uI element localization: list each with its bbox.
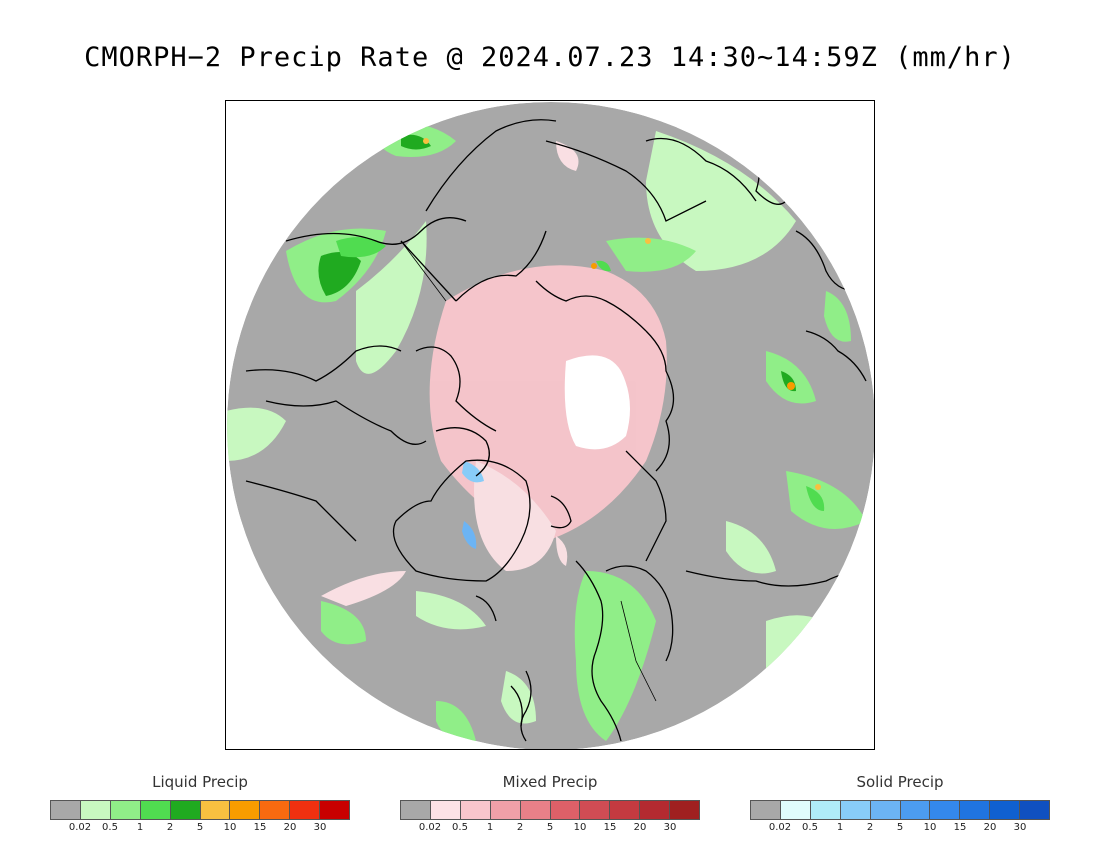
polar-precip-map bbox=[225, 100, 875, 750]
legend-liquid: Liquid Precip 0.02 0.5 1 2 5 10 15 20 30 bbox=[50, 772, 350, 836]
legend-swatch bbox=[170, 801, 201, 819]
legend-swatch bbox=[520, 801, 551, 819]
legend-tick-label: 15 bbox=[253, 822, 267, 833]
mixed-precip-region bbox=[321, 141, 667, 606]
legend-title: Liquid Precip bbox=[152, 773, 248, 791]
legend-title: Solid Precip bbox=[856, 773, 944, 791]
legend-swatches bbox=[750, 800, 1050, 820]
legend-tick-label: 2 bbox=[516, 822, 524, 833]
legend-swatch bbox=[260, 801, 291, 819]
legend-swatch bbox=[751, 801, 781, 819]
legend-tick-label: 5 bbox=[546, 822, 554, 833]
legend-swatch bbox=[200, 801, 231, 819]
legend-swatch bbox=[550, 801, 581, 819]
legend-swatch bbox=[960, 801, 991, 819]
legend-tick-label: 1 bbox=[836, 822, 844, 833]
legend-tick-label: 0.02 bbox=[418, 822, 442, 833]
legend-swatch bbox=[610, 801, 641, 819]
legend-tick-label: 0.5 bbox=[102, 822, 118, 833]
legend-swatch bbox=[840, 801, 871, 819]
liquid-precip-region bbox=[227, 123, 866, 742]
legend-tick-label: 0.5 bbox=[452, 822, 468, 833]
legend-swatch bbox=[401, 801, 431, 819]
legend-swatch bbox=[230, 801, 261, 819]
solid-precip-region bbox=[462, 461, 484, 549]
legend-tick-label: 0.02 bbox=[768, 822, 792, 833]
legend-tick-label: 30 bbox=[313, 822, 327, 833]
legend-swatch bbox=[320, 801, 350, 819]
legend-swatch bbox=[1020, 801, 1050, 819]
legend-tick-label: 15 bbox=[603, 822, 617, 833]
legend-tick-label: 30 bbox=[1013, 822, 1027, 833]
legend-tick-label: 0.5 bbox=[802, 822, 818, 833]
legend-tick-label: 5 bbox=[196, 822, 204, 833]
heavy-precip-cells bbox=[423, 138, 821, 490]
legend-swatch bbox=[870, 801, 901, 819]
legend-ticks: 0.02 0.5 1 2 5 10 15 20 30 bbox=[400, 822, 700, 836]
legend-swatch bbox=[580, 801, 611, 819]
legend-swatches bbox=[50, 800, 350, 820]
legend-swatch bbox=[670, 801, 700, 819]
legend-tick-label: 1 bbox=[136, 822, 144, 833]
legend-swatch bbox=[780, 801, 811, 819]
legend-tick-label: 10 bbox=[223, 822, 237, 833]
legend-tick-label: 30 bbox=[663, 822, 677, 833]
legend-swatch bbox=[640, 801, 671, 819]
legend-title: Mixed Precip bbox=[502, 773, 598, 791]
legend-ticks: 0.02 0.5 1 2 5 10 15 20 30 bbox=[50, 822, 350, 836]
legend-swatch bbox=[460, 801, 491, 819]
legend-swatch bbox=[990, 801, 1021, 819]
legend-tick-label: 20 bbox=[283, 822, 297, 833]
legend-solid: Solid Precip 0.02 0.5 1 2 5 10 15 20 30 bbox=[750, 772, 1050, 836]
legend-swatch bbox=[490, 801, 521, 819]
legend-tick-label: 2 bbox=[166, 822, 174, 833]
legend-swatch bbox=[900, 801, 931, 819]
legend-tick-label: 15 bbox=[953, 822, 967, 833]
legend-mixed: Mixed Precip 0.02 0.5 1 2 5 10 15 20 30 bbox=[400, 772, 700, 836]
legend-swatch bbox=[80, 801, 111, 819]
legend-ticks: 0.02 0.5 1 2 5 10 15 20 30 bbox=[750, 822, 1050, 836]
legend-swatch bbox=[51, 801, 81, 819]
legend-tick-label: 10 bbox=[573, 822, 587, 833]
legend-swatch bbox=[930, 801, 961, 819]
legend-swatches bbox=[400, 800, 700, 820]
legend-tick-label: 20 bbox=[633, 822, 647, 833]
precip-map-svg bbox=[226, 101, 874, 749]
legend-tick-label: 0.02 bbox=[68, 822, 92, 833]
map-title: CMORPH−2 Precip Rate @ 2024.07.23 14:30~… bbox=[84, 42, 1016, 73]
legend-swatch bbox=[430, 801, 461, 819]
legend-tick-label: 5 bbox=[896, 822, 904, 833]
legend-tick-label: 20 bbox=[983, 822, 997, 833]
legend-swatch bbox=[810, 801, 841, 819]
legend-tick-label: 2 bbox=[866, 822, 874, 833]
political-borders bbox=[400, 240, 657, 702]
legend-tick-label: 1 bbox=[486, 822, 494, 833]
legend-swatch bbox=[110, 801, 141, 819]
legend-swatch bbox=[140, 801, 171, 819]
legend-tick-label: 10 bbox=[923, 822, 937, 833]
legend-swatch bbox=[290, 801, 321, 819]
no-data-area bbox=[564, 355, 630, 450]
